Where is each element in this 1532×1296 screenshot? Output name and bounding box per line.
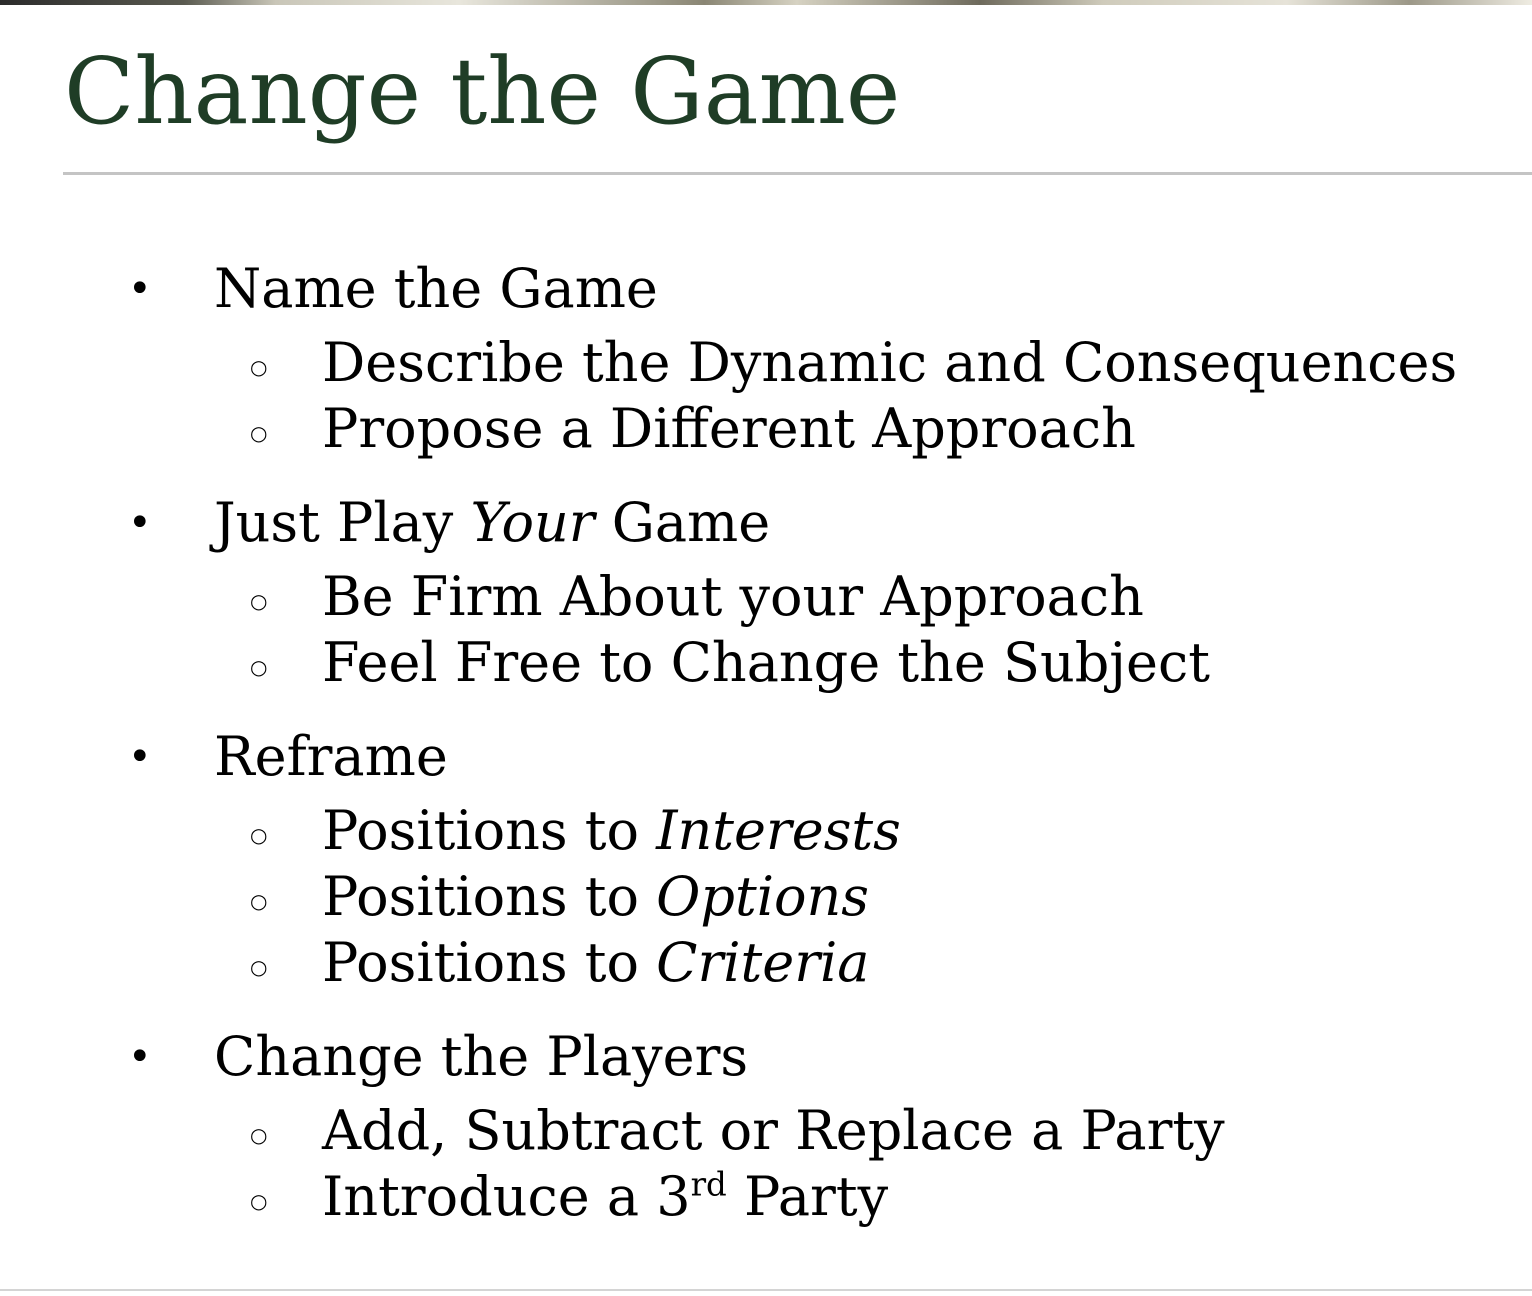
bullet-text: Change the Players <box>214 1025 749 1088</box>
slide-title: Change the Game <box>64 38 901 145</box>
sub-bullet-marker: ○ <box>250 421 268 445</box>
sub-bullet-text: Positions to Criteria <box>322 931 870 994</box>
bullet-text: Name the Game <box>214 257 658 320</box>
header-image-strip <box>0 0 1532 5</box>
sub-bullet-marker: ○ <box>250 1189 268 1213</box>
sub-bullet-text: Positions to Interests <box>322 799 901 862</box>
bullet-marker: • <box>128 734 152 780</box>
sub-bullet-text: Feel Free to Change the Subject <box>322 631 1210 694</box>
sub-bullet-marker: ○ <box>250 955 268 979</box>
sub-bullet-text: Introduce a 3rd Party <box>322 1165 889 1228</box>
bullet-text: Just Play Your Game <box>214 491 771 554</box>
sub-bullet-text: Positions to Options <box>322 865 869 928</box>
sub-bullet-text: Propose a Different Approach <box>322 397 1136 460</box>
title-divider <box>63 172 1532 175</box>
bullet-text: Reframe <box>214 725 448 788</box>
bullet-marker: • <box>128 1034 152 1080</box>
bottom-divider <box>0 1289 1532 1291</box>
sub-bullet-text: Be Firm About your Approach <box>322 565 1144 628</box>
sub-bullet-text: Add, Subtract or Replace a Party <box>322 1099 1225 1162</box>
sub-bullet-marker: ○ <box>250 655 268 679</box>
sub-bullet-marker: ○ <box>250 589 268 613</box>
sub-bullet-marker: ○ <box>250 1123 268 1147</box>
sub-bullet-marker: ○ <box>250 355 268 379</box>
bullet-marker: • <box>128 266 152 312</box>
bullet-marker: • <box>128 500 152 546</box>
sub-bullet-marker: ○ <box>250 823 268 847</box>
sub-bullet-marker: ○ <box>250 889 268 913</box>
sub-bullet-text: Describe the Dynamic and Consequences <box>322 331 1458 394</box>
